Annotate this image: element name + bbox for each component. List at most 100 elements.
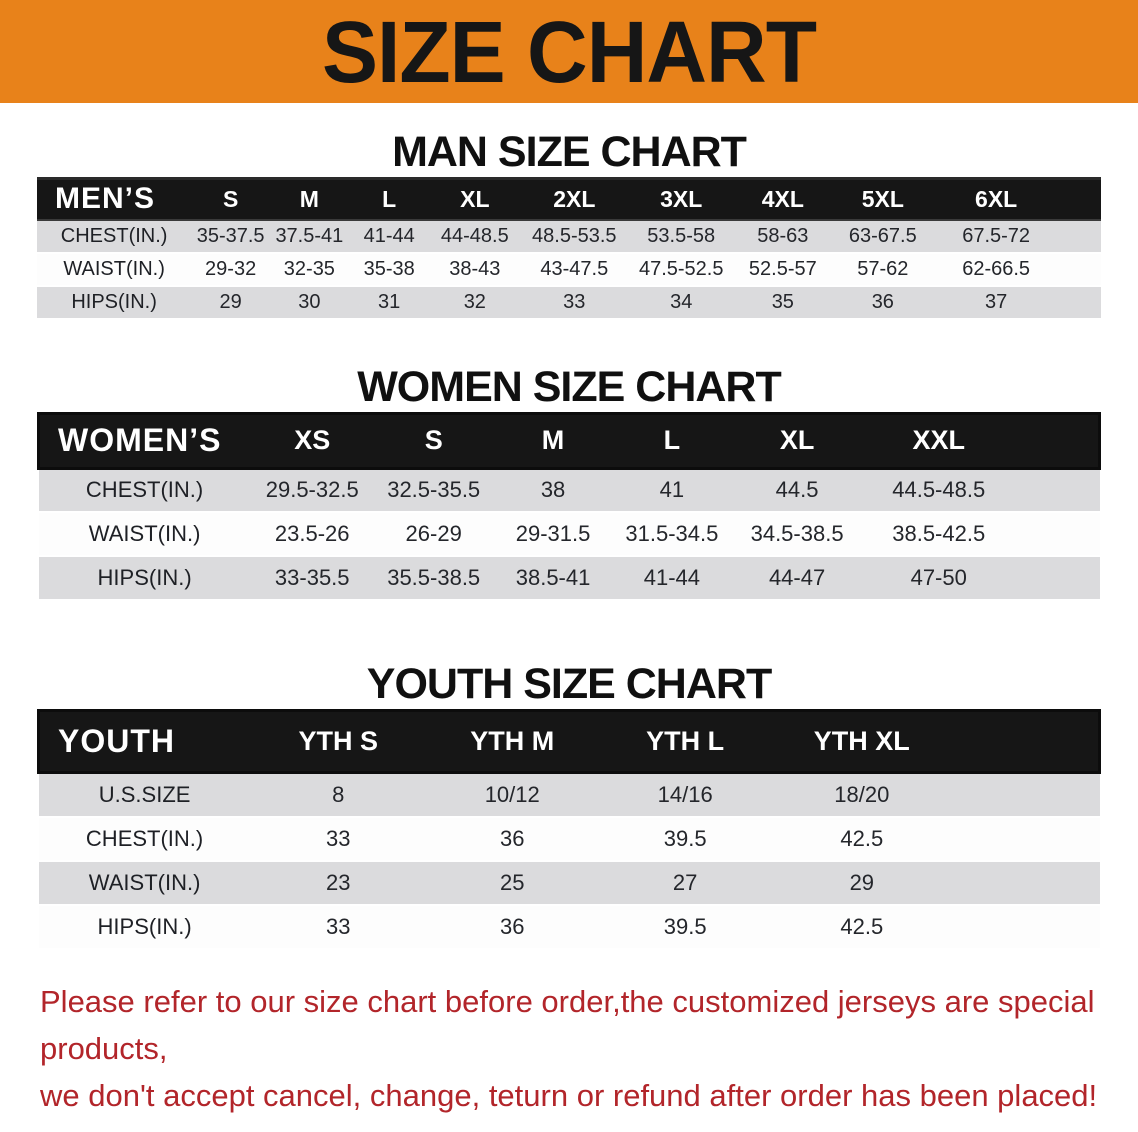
women-col-header: M — [541, 425, 565, 455]
table-row: HIPS(IN.) 29 30 31 32 33 34 35 36 37 — [37, 285, 1101, 319]
spacer-cell — [1058, 220, 1101, 253]
spacer-cell — [952, 817, 1100, 861]
size-value-cell: 32-35 — [283, 257, 335, 280]
size-value-cell: 44.5 — [775, 477, 819, 503]
table-row: HIPS(IN.) 33 36 39.5 42.5 — [38, 904, 1100, 949]
size-value-cell: 10/12 — [484, 781, 540, 807]
size-value-cell: 44.5-48.5 — [892, 477, 986, 503]
spacer-cell — [1015, 556, 1100, 600]
size-value-cell: 29.5-32.5 — [265, 477, 359, 503]
row-label: CHEST(IN.) — [85, 825, 204, 851]
spacer-cell — [1058, 253, 1101, 286]
size-value-cell: 35.5-38.5 — [387, 565, 481, 590]
youth-section-heading: YOUTH SIZE CHART — [366, 660, 772, 708]
spacer-cell — [1015, 413, 1100, 468]
youth-col-header: YTH M — [470, 726, 555, 756]
youth-size-table: YOUTH YTH S YTH M YTH L YTH XL U.S.SIZE … — [37, 709, 1101, 950]
size-value-cell: 52.5-57 — [748, 257, 817, 280]
page-title: SIZE CHART — [322, 2, 817, 101]
spacer-cell — [952, 711, 1100, 773]
size-value-cell: 41-44 — [643, 565, 701, 590]
size-value-cell: 67.5-72 — [962, 224, 1031, 247]
size-value-cell: 29 — [849, 869, 875, 895]
size-value-cell: 14/16 — [657, 781, 713, 807]
men-col-header: XL — [460, 185, 490, 212]
size-value-cell: 23.5-26 — [274, 521, 350, 546]
size-value-cell: 25 — [499, 869, 525, 895]
women-table-header: WOMEN’S XS S M L XL XXL — [38, 413, 1100, 468]
women-section: WOMEN SIZE CHART WOMEN’S XS S M L XL XXL… — [0, 362, 1138, 602]
table-row: CHEST(IN.) 33 36 39.5 42.5 — [38, 816, 1100, 861]
size-value-cell: 30 — [298, 290, 321, 313]
spacer-cell — [1015, 468, 1100, 512]
size-value-cell: 33 — [563, 290, 586, 313]
women-col-header: XL — [779, 425, 815, 455]
size-value-cell: 37.5-41 — [275, 224, 344, 247]
size-value-cell: 43-47.5 — [540, 257, 609, 280]
disclaimer: Please refer to our size chart before or… — [0, 978, 1138, 1119]
table-row: CHEST(IN.) 35-37.5 37.5-41 41-44 44-48.5… — [37, 219, 1101, 253]
row-label: CHEST(IN.) — [85, 477, 204, 503]
men-size-table: MEN’S S M L XL 2XL 3XL 4XL 5XL 6XL CHEST… — [37, 177, 1101, 320]
size-value-cell: 36 — [871, 290, 894, 313]
size-value-cell: 32 — [463, 290, 486, 313]
row-label: WAIST(IN.) — [88, 869, 201, 895]
size-value-cell: 29 — [219, 290, 242, 313]
size-value-cell: 38 — [540, 477, 566, 503]
table-row: WAIST(IN.) 23.5-26 26-29 29-31.5 31.5-34… — [38, 512, 1100, 556]
size-value-cell: 47.5-52.5 — [638, 257, 724, 280]
banner: SIZE CHART — [0, 0, 1138, 103]
size-value-cell: 37 — [985, 290, 1008, 313]
size-value-cell: 18/20 — [834, 781, 890, 807]
size-value-cell: 23 — [325, 869, 351, 895]
men-col-header: L — [382, 185, 397, 212]
size-value-cell: 35 — [771, 290, 794, 313]
men-col-header: 5XL — [861, 185, 904, 212]
disclaimer-line-2: we don't accept cancel, change, teturn o… — [40, 1077, 1098, 1113]
youth-col-header: YTH S — [298, 726, 378, 756]
size-value-cell: 47-50 — [910, 565, 967, 590]
size-value-cell: 44-48.5 — [440, 224, 509, 247]
row-label: CHEST(IN.) — [60, 224, 168, 247]
size-value-cell: 31 — [378, 290, 401, 313]
size-value-cell: 63-67.5 — [848, 224, 917, 247]
women-col-header: L — [663, 425, 681, 455]
table-row: WAIST(IN.) 29-32 32-35 35-38 38-43 43-47… — [37, 252, 1101, 286]
women-section-heading: WOMEN SIZE CHART — [357, 362, 782, 411]
table-row: WAIST(IN.) 23 25 27 29 — [38, 860, 1100, 905]
size-value-cell: 27 — [672, 869, 698, 895]
women-col-header: S — [424, 425, 443, 455]
men-table-header: MEN’S S M L XL 2XL 3XL 4XL 5XL 6XL — [37, 178, 1101, 220]
table-row: CHEST(IN.) 29.5-32.5 32.5-35.5 38 41 44.… — [38, 468, 1100, 512]
youth-corner-label: YOUTH — [58, 723, 175, 759]
size-value-cell: 38.5-41 — [515, 565, 591, 590]
men-section: MAN SIZE CHART MEN’S S M L XL 2XL 3XL 4X… — [0, 127, 1138, 320]
size-value-cell: 57-62 — [857, 257, 909, 280]
women-corner-label: WOMEN’S — [58, 422, 222, 458]
men-col-header: 4XL — [761, 185, 804, 212]
disclaimer-line-1: Please refer to our size chart before or… — [40, 983, 1095, 1066]
size-value-cell: 36 — [499, 913, 525, 939]
women-header-row: WOMEN’S XS S M L XL XXL — [38, 413, 1100, 468]
size-value-cell: 33-35.5 — [274, 565, 350, 590]
size-value-cell: 39.5 — [663, 825, 707, 851]
spacer-cell — [952, 905, 1100, 949]
size-value-cell: 62-66.5 — [962, 257, 1031, 280]
row-label: HIPS(IN.) — [71, 290, 157, 313]
men-col-header: 3XL — [660, 185, 703, 212]
size-value-cell: 38.5-42.5 — [892, 521, 986, 546]
spacer-cell — [1058, 179, 1101, 220]
size-value-cell: 38-43 — [449, 257, 501, 280]
size-value-cell: 44-47 — [768, 565, 826, 590]
men-corner-label: MEN’S — [55, 182, 156, 216]
size-value-cell: 32.5-35.5 — [387, 477, 481, 503]
size-value-cell: 41-44 — [363, 224, 415, 247]
size-value-cell: 26-29 — [405, 521, 462, 546]
men-header-row: MEN’S S M L XL 2XL 3XL 4XL 5XL 6XL — [37, 178, 1101, 220]
women-col-header: XXL — [912, 425, 965, 455]
row-label: WAIST(IN.) — [63, 257, 165, 280]
men-col-header: 2XL — [553, 185, 596, 212]
spacer-cell — [952, 773, 1100, 817]
size-value-cell: 34 — [670, 290, 693, 313]
youth-col-header: YTH L — [646, 726, 725, 756]
